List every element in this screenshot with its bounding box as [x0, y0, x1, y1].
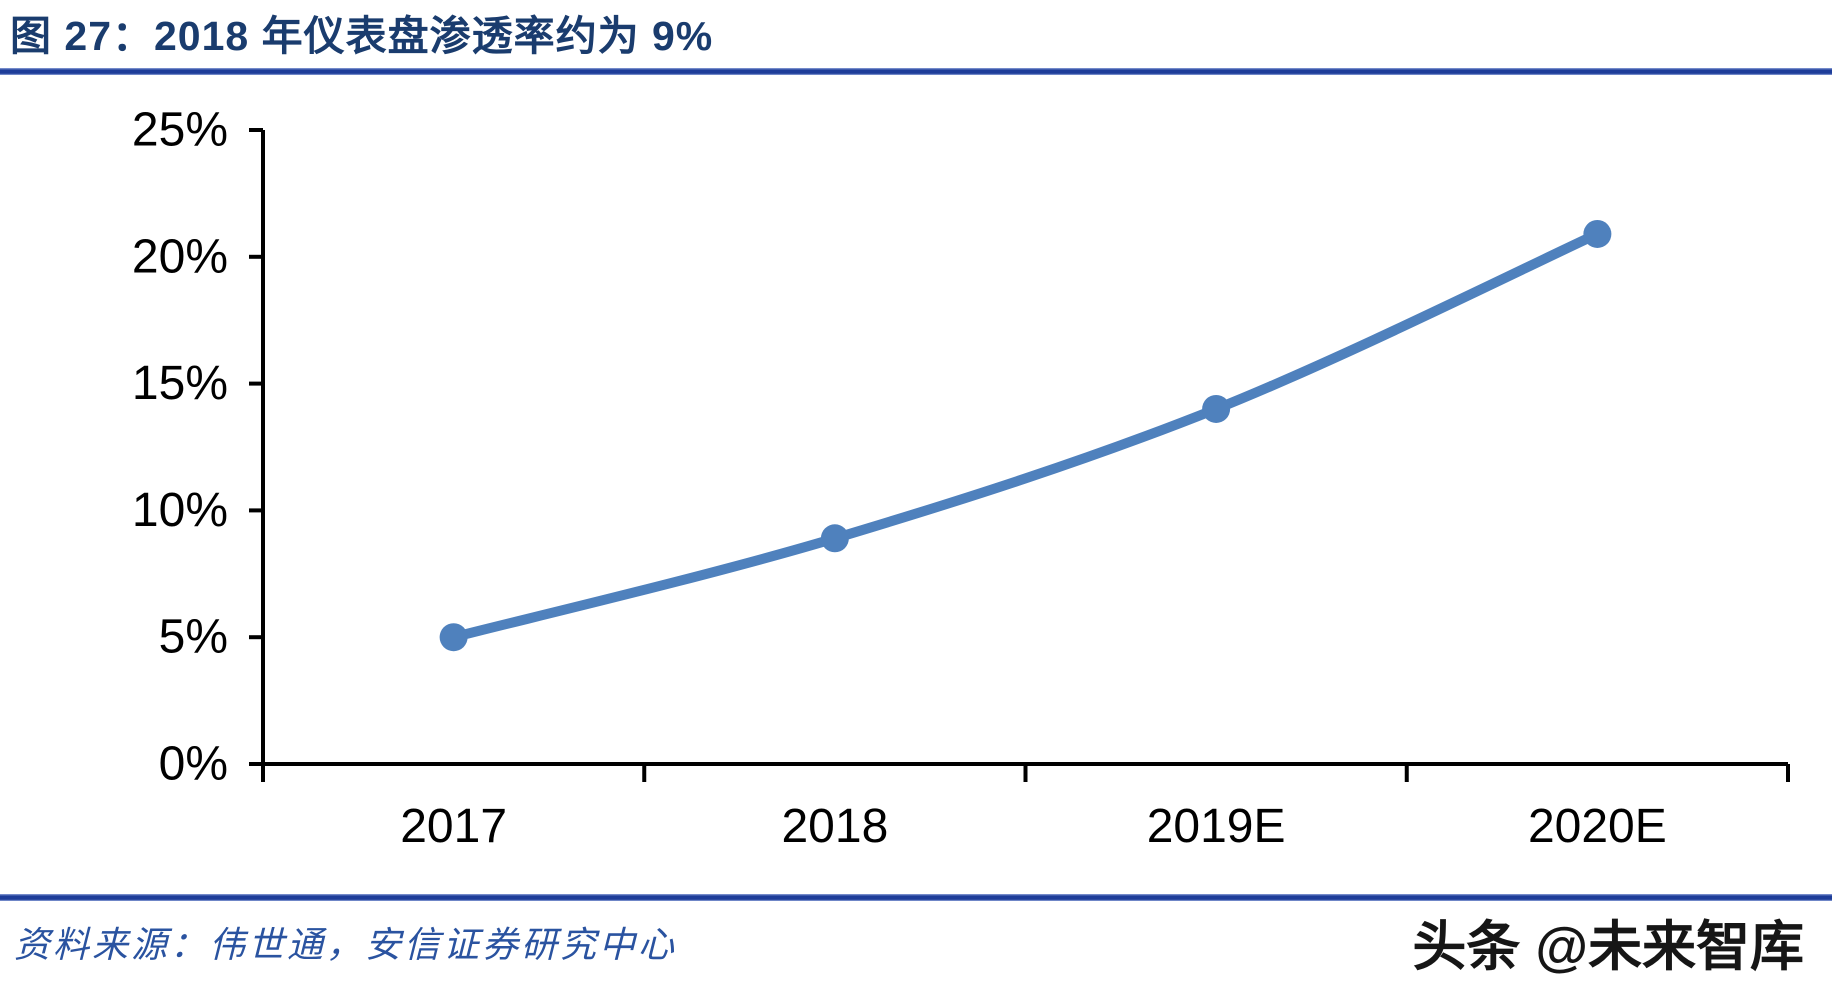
toutiao-watermark: 头条 @未来智库 — [1412, 917, 1804, 977]
x-tick-label: 2020E — [1528, 800, 1667, 853]
footer-divider-rule — [0, 894, 1832, 901]
data-point-marker — [439, 623, 468, 652]
x-tick-label: 2017 — [400, 800, 507, 853]
x-tick-label: 2018 — [781, 800, 888, 853]
y-tick-label: 25% — [132, 104, 228, 157]
data-point-marker — [1202, 394, 1231, 423]
x-tick-label: 2019E — [1147, 800, 1286, 853]
data-point-marker — [1583, 219, 1612, 248]
y-tick-label: 15% — [132, 357, 228, 410]
data-point-marker — [820, 524, 849, 553]
y-tick-label: 5% — [159, 611, 228, 664]
y-tick-label: 0% — [159, 738, 228, 791]
figure-title: 图 27：2018 年仪表盘渗透率约为 9% — [10, 13, 714, 59]
series-line — [448, 228, 1603, 643]
y-tick-label: 10% — [132, 484, 228, 537]
title-divider-rule — [0, 68, 1832, 75]
source-note: 资料来源：伟世通，安信证券研究中心 — [14, 925, 678, 966]
y-tick-label: 20% — [132, 230, 228, 283]
